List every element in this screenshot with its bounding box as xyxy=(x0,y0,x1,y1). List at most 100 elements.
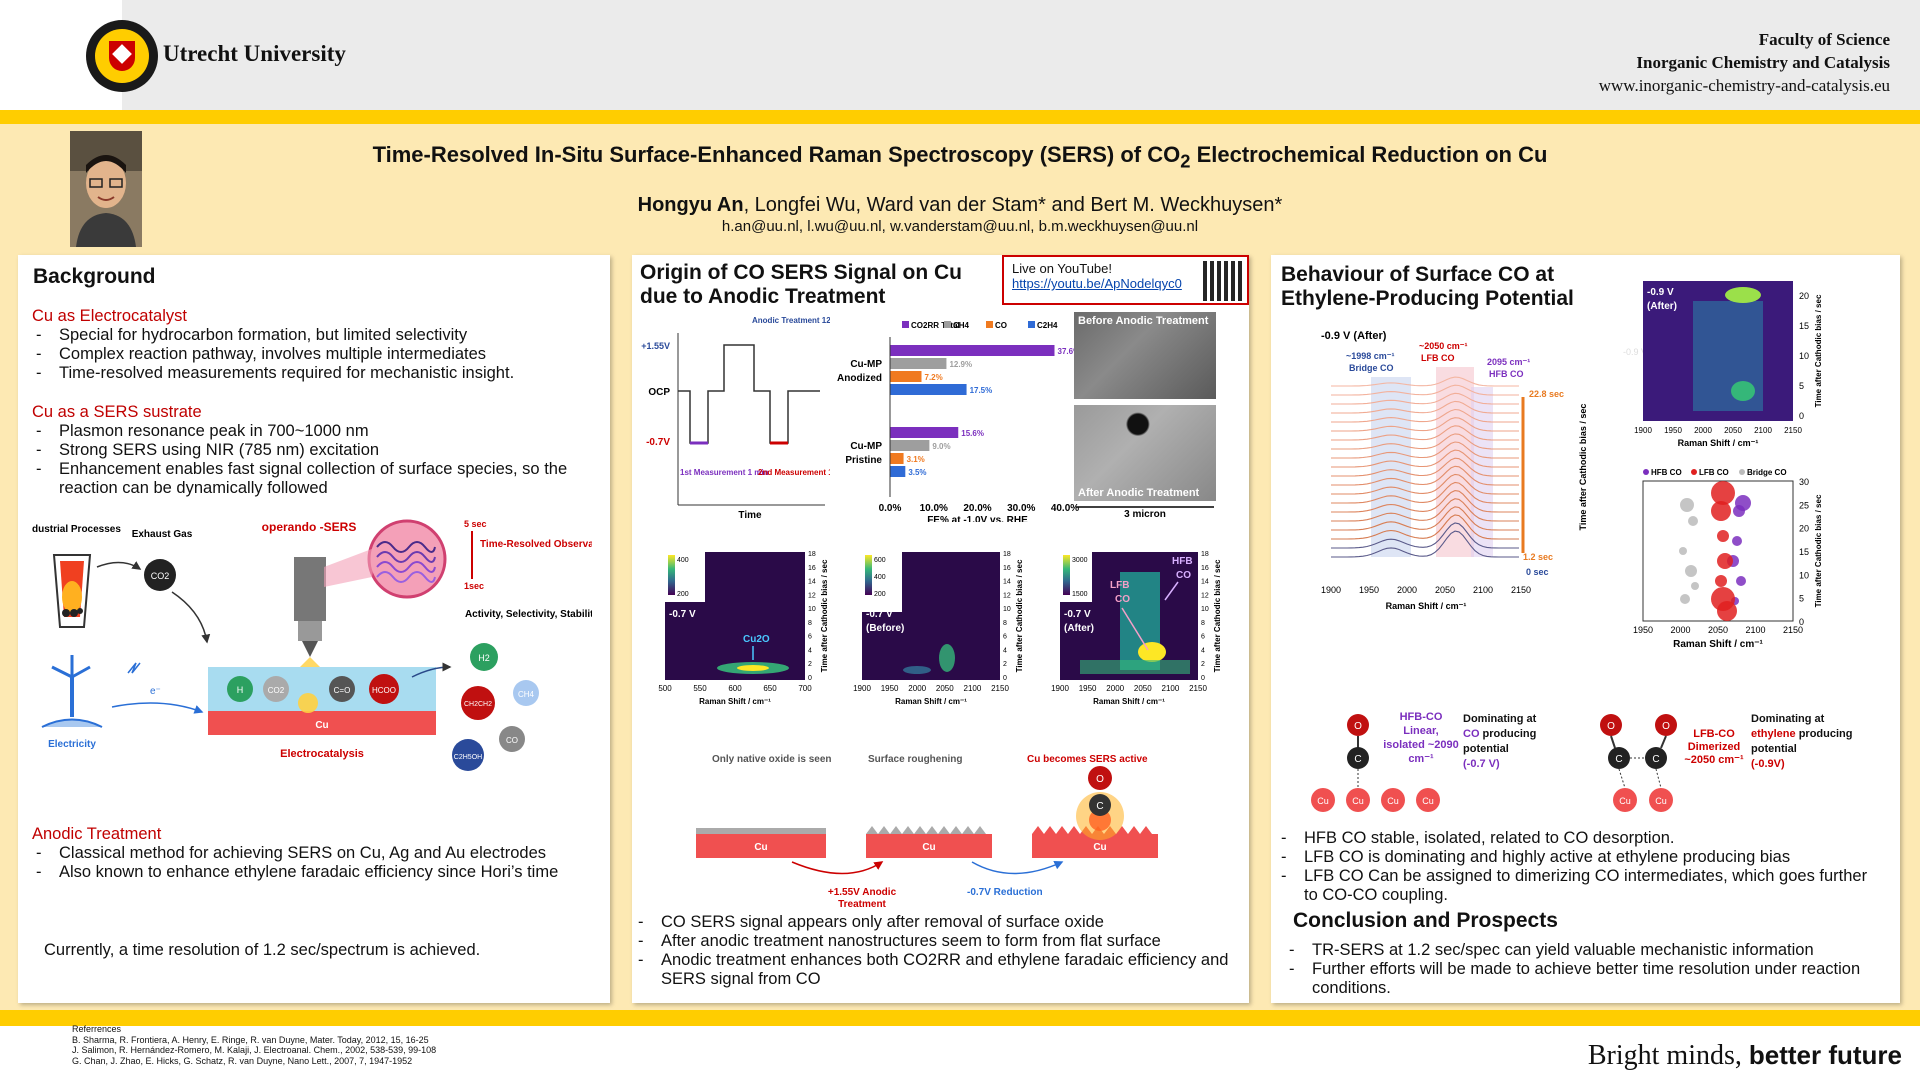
c-label-1: C xyxy=(1354,754,1361,765)
spectrum-trace xyxy=(1331,498,1519,522)
bridge-co-label: Bridge CO xyxy=(1349,363,1394,373)
website-link[interactable]: www.inorganic-chemistry-and-catalysis.eu xyxy=(1598,76,1890,95)
heatmap-label: (Before) xyxy=(866,623,904,634)
carbon-atom-icon xyxy=(1089,794,1111,816)
heatmap-arrow xyxy=(1164,581,1179,601)
heatmap-xtick: 2150 xyxy=(1784,426,1802,435)
fe-bar-label: 9.0% xyxy=(932,442,950,451)
group-label: Cu-MP xyxy=(850,359,882,370)
ch2ch2-label: CH2CH2 xyxy=(464,701,492,708)
hfb-band xyxy=(1471,387,1493,557)
qr-code-icon[interactable] xyxy=(1203,261,1243,301)
spectrum-trace xyxy=(1331,514,1519,540)
legend-swatch xyxy=(902,321,909,328)
youtube-link[interactable]: https://youtu.be/ApNodelqyc0 xyxy=(1012,276,1182,291)
anodic-list: Classical method for achieving SERS on C… xyxy=(32,844,572,882)
time-1sec: 1sec xyxy=(464,581,484,591)
heatmap-ytick: 14 xyxy=(808,579,816,586)
list-item: LFB CO Can be assigned to dimerizing CO … xyxy=(1277,867,1877,905)
heatmap-ytick: 10 xyxy=(1003,606,1011,613)
heatmap-xlabel: Raman Shift / cm⁻¹ xyxy=(699,697,771,706)
co2-molecule-icon xyxy=(144,559,176,591)
header-accent-line xyxy=(0,110,1920,124)
list-item: Strong SERS using NIR (785 nm) excitatio… xyxy=(32,441,592,460)
co2-label: CO2 xyxy=(151,571,170,581)
heatmap-xtick: 2100 xyxy=(1754,426,1772,435)
cu-atom-label: Cu xyxy=(1655,796,1667,806)
heatmap-ytick: 5 xyxy=(1799,381,1804,391)
colorbar xyxy=(668,555,675,595)
co2-ads-label: CO2 xyxy=(268,686,285,695)
waterfall-xtick: 1900 xyxy=(1321,585,1341,595)
fe-bar xyxy=(890,466,906,477)
heatmap-ytick: 12 xyxy=(1201,592,1209,599)
colorbar-tick: 400 xyxy=(874,574,886,581)
conclusion-heading: Conclusion and Prospects xyxy=(1293,909,1558,932)
background-panel: Background Cu as Electrocatalyst Special… xyxy=(18,255,610,1003)
operando-label: operando -SERS xyxy=(262,520,357,534)
heatmap-xtick: 600 xyxy=(728,684,742,693)
cu-label: Cu xyxy=(315,720,328,731)
bubble-point xyxy=(1717,553,1733,569)
fe-tick: 30.0% xyxy=(1007,503,1035,514)
heatmap-xtick: 500 xyxy=(658,684,672,693)
heatmap-xtick: 550 xyxy=(693,684,707,693)
electrocatalyst-list: Special for hydrocarbon formation, but l… xyxy=(32,326,602,383)
heatmap-ylabel: Time after Cathodic bias / sec xyxy=(1814,294,1823,407)
origin-heading: Origin of CO SERS Signal on Cu due to An… xyxy=(640,261,963,308)
bubble-ytick: 25 xyxy=(1799,500,1809,510)
fe-bar xyxy=(890,427,959,438)
heatmap-ytick: 4 xyxy=(808,647,812,654)
heatmap-xtick: 1900 xyxy=(1634,426,1652,435)
heatmap-xtick: 700 xyxy=(798,684,812,693)
heatmap-ytick: 10 xyxy=(808,606,816,613)
heatmap-xtick: 1900 xyxy=(1051,684,1069,693)
footer-accent-bar xyxy=(0,1010,1920,1026)
v-anodic: +1.55V xyxy=(641,341,670,351)
c2h5oh-label: C2H5OH xyxy=(454,754,482,761)
co-intensity-bubble-chart: HFB CO LFB CO Bridge CO 30 25 20 15 10 5 0 1950 200… xyxy=(1633,468,1823,650)
list-item: Anodic treatment enhances both CO2RR and… xyxy=(634,951,1239,989)
reference-item: B. Sharma, R. Frontiera, A. Henry, E. Ri… xyxy=(72,1034,429,1045)
bubble-xtick: 2050 xyxy=(1708,625,1728,635)
legend-label: CH4 xyxy=(953,321,970,330)
heatmap-ytick: 12 xyxy=(808,592,816,599)
bubble-ylabel: Time after Cathodic bias / sec xyxy=(1814,494,1823,607)
legend-swatch xyxy=(1739,469,1745,475)
fe-bar xyxy=(890,384,967,395)
heatmap-label: -0.7 V xyxy=(866,609,893,620)
background-heading: Background xyxy=(33,265,156,288)
co-ads-label: C=O xyxy=(334,686,351,695)
heatmap-xtick: 1950 xyxy=(1664,426,1682,435)
spectrum-trace xyxy=(1331,417,1519,432)
author-emails: h.an@uu.nl, l.wu@uu.nl, w.vanderstam@uu.… xyxy=(721,218,1199,235)
heatmap-ytick: 16 xyxy=(1201,565,1209,572)
protocol-xlabel: Time xyxy=(738,510,762,520)
heatmap-xlabel: Raman Shift / cm⁻¹ xyxy=(1678,438,1759,448)
bubble-point xyxy=(1680,498,1694,512)
legend-label: HFB CO xyxy=(1651,468,1682,477)
heatmap-ylabel: Time after Cathodic bias / sec xyxy=(820,559,829,672)
bubble-ytick: 0 xyxy=(1799,617,1804,627)
heatmap-annotation: Cu2O xyxy=(743,634,770,645)
heatmap-ytick: 0 xyxy=(808,675,812,682)
industrial-label: Industrial Processes xyxy=(32,524,121,535)
heatmap-ytick: 14 xyxy=(1201,579,1209,586)
h-label: H xyxy=(237,685,244,695)
heatmap-ytick: 6 xyxy=(1003,634,1007,641)
group-label: Cu-MP xyxy=(850,441,882,452)
colorbar xyxy=(1063,555,1070,595)
heatmap-xtick: 2000 xyxy=(1694,426,1712,435)
legend-swatch xyxy=(944,321,951,328)
legend-label: CO2RR Total xyxy=(911,321,960,330)
list-item: TR-SERS at 1.2 sec/spec can yield valuab… xyxy=(1285,941,1885,960)
spectrum-trace xyxy=(1331,408,1519,423)
origin-findings-list: CO SERS signal appears only after remova… xyxy=(634,913,1239,989)
legend-label: C2H4 xyxy=(1037,321,1058,330)
sem-before-image: Before Anodic Treatment xyxy=(1074,312,1216,399)
colorbar-tick: 1500 xyxy=(1072,591,1088,598)
fe-tick: 0.0% xyxy=(879,503,902,514)
colorbar-tick: 3000 xyxy=(1072,557,1088,564)
spectrum-trace xyxy=(1331,465,1519,486)
